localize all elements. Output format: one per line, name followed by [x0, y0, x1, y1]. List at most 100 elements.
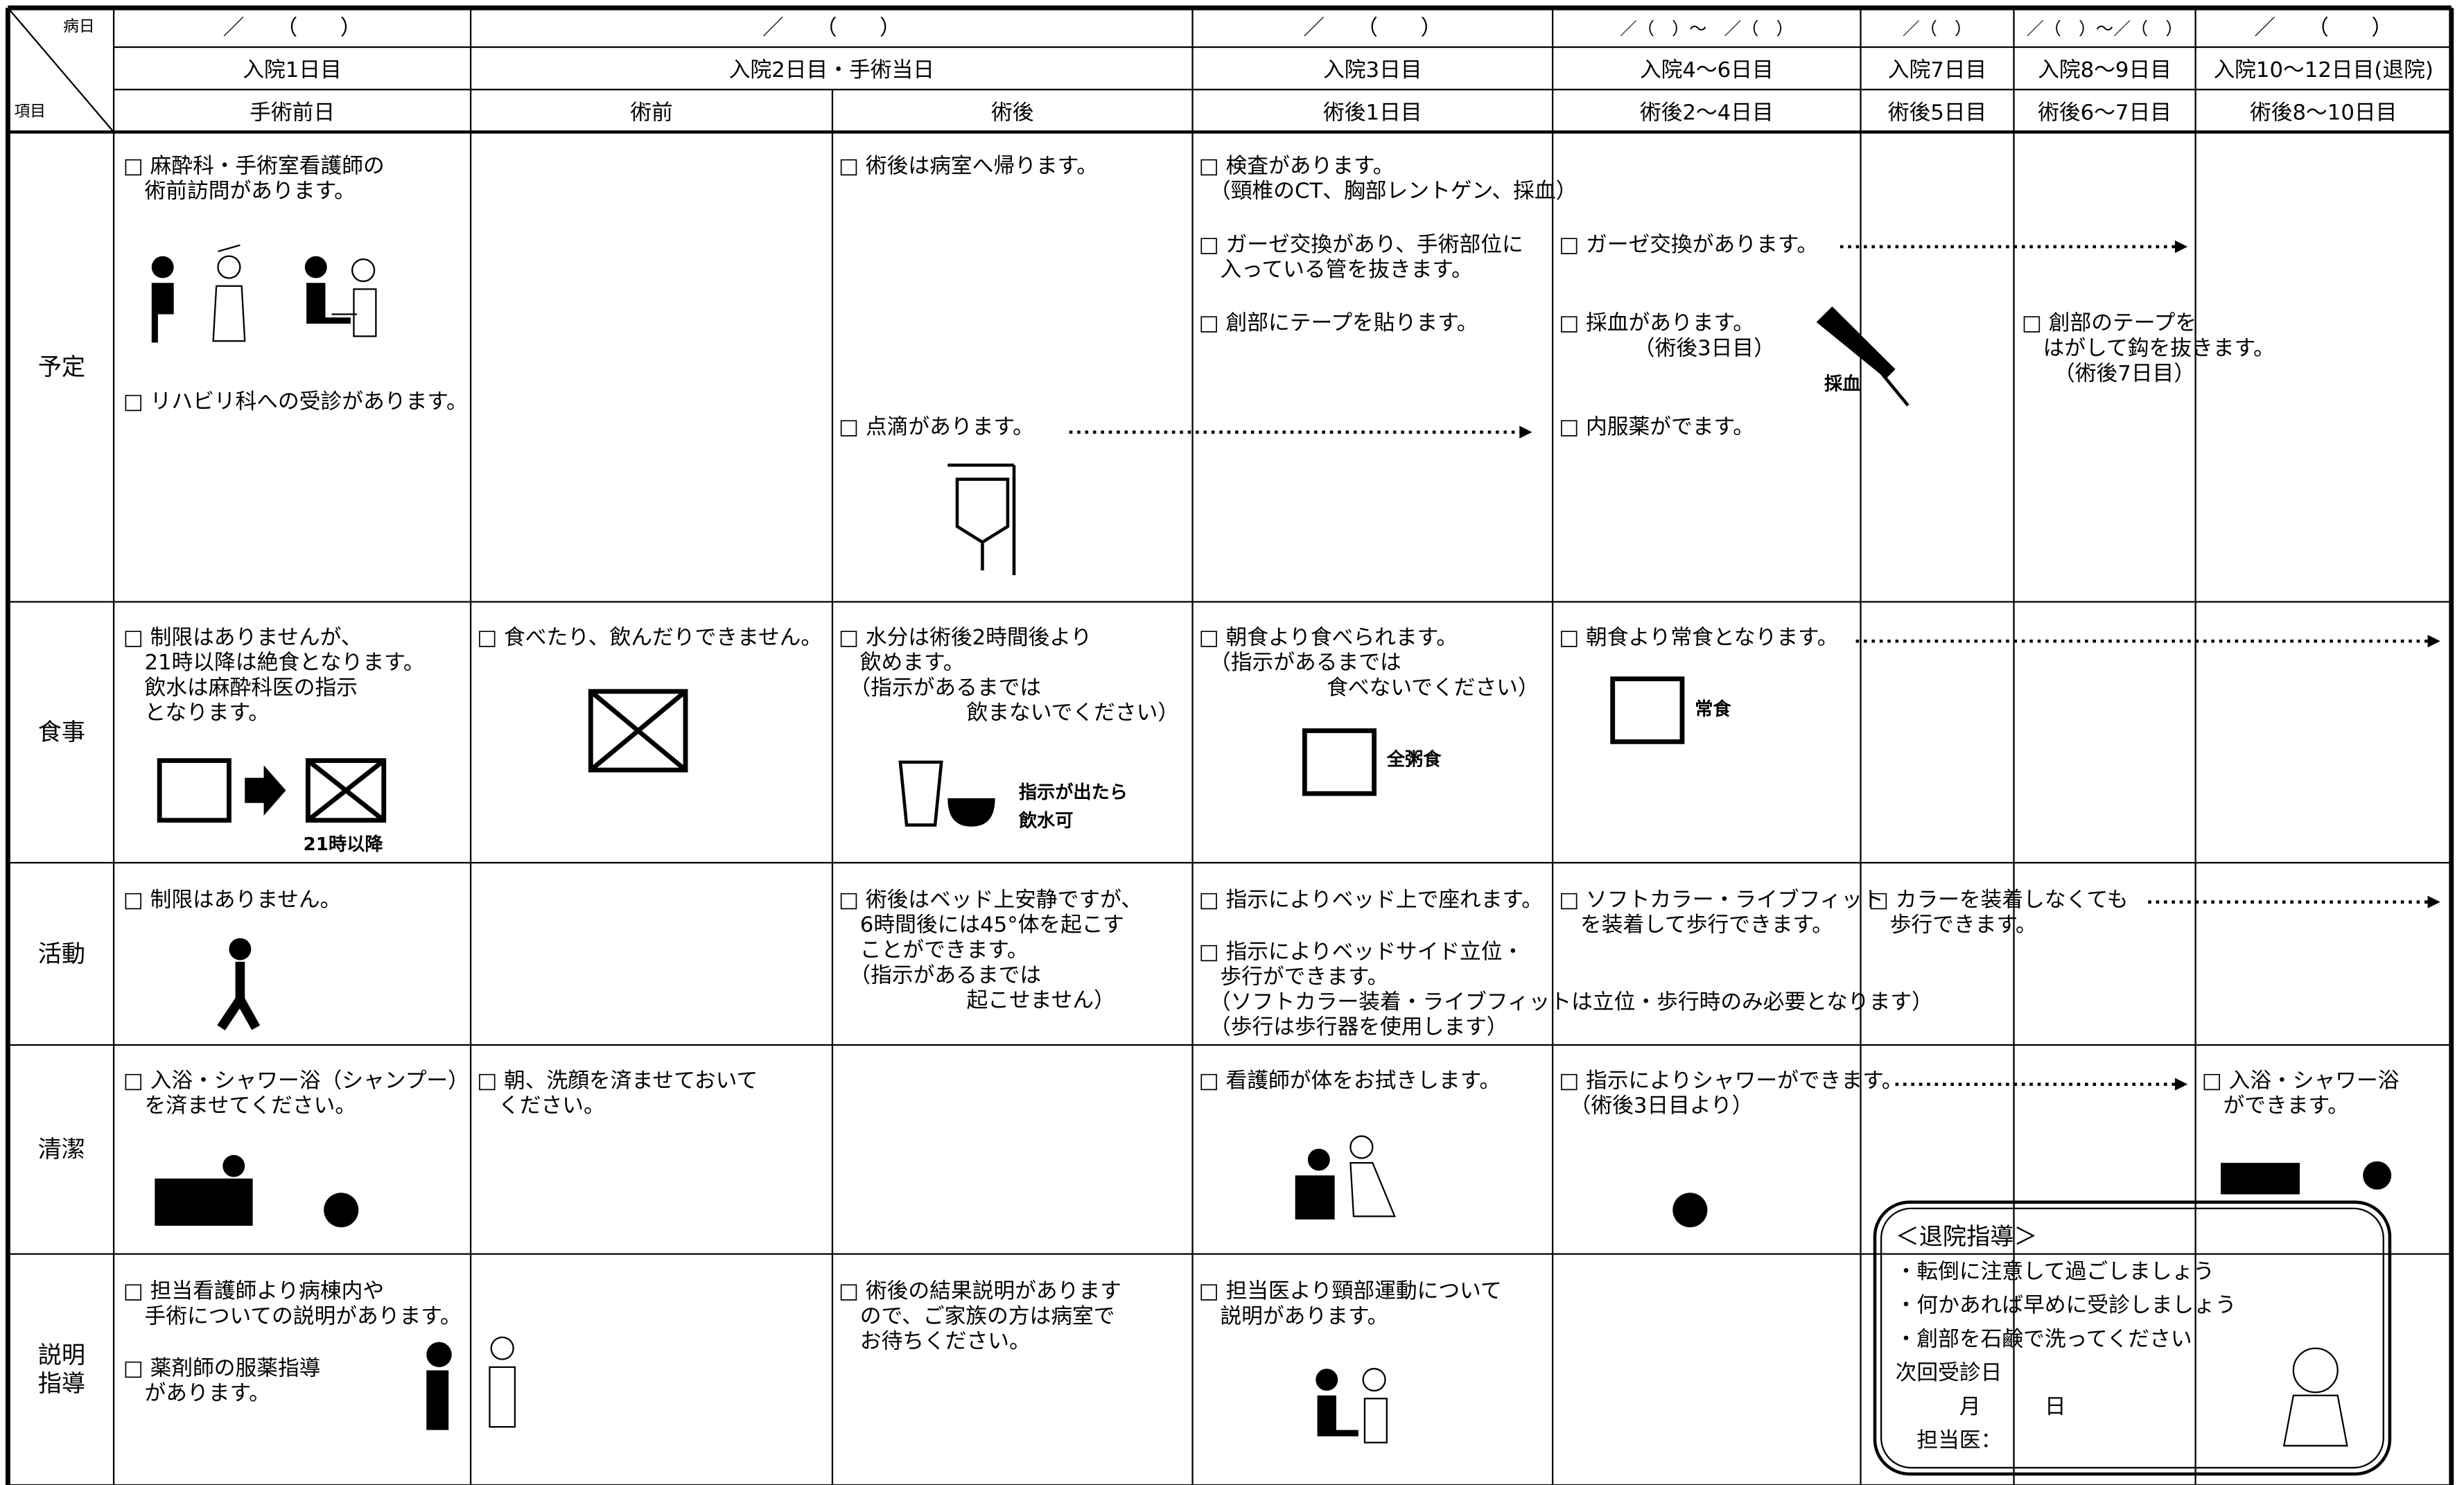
continue-arrowhead [2427, 895, 2440, 908]
item-text: 飲水は麻酔科医の指示 [123, 676, 358, 700]
icon-no-meal [589, 689, 688, 772]
icon-no-meal [305, 758, 387, 823]
admission-header: 入院8～9日目 [2038, 58, 2172, 82]
item-text: 歩行ができます。 [1199, 965, 1389, 990]
item-text: （指示があるまでは [839, 676, 1041, 700]
icon-no-meal [588, 689, 688, 773]
icon-shower [2363, 1161, 2392, 1190]
item-text: □ ガーゼ交換があります。 [1559, 233, 1818, 257]
icon-shower [1672, 1193, 1708, 1228]
item-text: □ 朝食より食べられます。 [1199, 626, 1458, 650]
icon-bath [2221, 1163, 2300, 1195]
row-label: 活動 [38, 940, 85, 968]
icon-meal [1302, 728, 1377, 796]
icon-syringe [1816, 306, 1896, 379]
item-text: □ 採血があります。 [1559, 311, 1754, 335]
discharge-text: 次回受診日 [1896, 1361, 2002, 1385]
icon-arrow [245, 765, 286, 816]
icon-nurse [1349, 1135, 1374, 1159]
icon-nurse [2292, 1347, 2339, 1394]
item-text: 21時以降は絶食となります。 [123, 651, 425, 675]
icon-walker [229, 938, 252, 960]
item-text: □ 制限はありませんが、 [123, 626, 362, 650]
row-label: 食事 [38, 719, 85, 746]
icon-patient [426, 1370, 449, 1430]
item-text: □ 制限はありません。 [123, 888, 342, 913]
item-text: ことができます。 [839, 938, 1029, 963]
icon-patient [151, 256, 174, 279]
icon-label: 採血 [1824, 374, 1860, 394]
item-text: □ 検査があります。 [1199, 155, 1395, 179]
item-text: ができます。 [2202, 1094, 2349, 1118]
item-text: 入っている管を抜きます。 [1199, 258, 1473, 282]
icon-patient [306, 283, 351, 324]
item-text: □ 看護師が体をお拭きします。 [1199, 1069, 1501, 1093]
item-text: はがして鈎を抜きます。 [2022, 337, 2275, 361]
item-text: □ 術後は病室へ帰ります。 [839, 155, 1098, 179]
item-text: を装着して歩行できます。 [1559, 913, 1833, 938]
item-text: □ 創部のテープを [2022, 311, 2196, 335]
continue-arrowhead [1519, 425, 1532, 439]
icon-syringe [1878, 369, 1910, 407]
day-header: ／ （ ） [762, 16, 901, 40]
day-header: ／ （ ） [1303, 16, 1442, 40]
corner-label: 項目 [15, 103, 46, 121]
item-text: □ 水分は術後2時間後より [839, 626, 1092, 650]
icon-nurse [1349, 1161, 1396, 1218]
admission-header: 入院7日目 [1888, 58, 1987, 82]
admission-header: 入院1日目 [243, 58, 342, 82]
icon-bath [222, 1154, 245, 1177]
item-text: □ 担当医より頸部運動について [1199, 1279, 1502, 1303]
continue-arrowhead [2174, 1078, 2188, 1091]
postop-header: 術後8～10日目 [2250, 100, 2397, 125]
item-text: 説明があります。 [1199, 1304, 1389, 1328]
icon-doctor [1362, 1368, 1386, 1392]
item-text: （指示があるまでは [1199, 651, 1401, 675]
item-text: （頸椎のCT、胸部レントゲン、採血） [1199, 179, 1578, 204]
item-text: （歩行は歩行器を使用します） [1199, 1015, 1508, 1039]
corner-label: 病日 [63, 17, 95, 35]
item-text: □ 指示によりベッド上で座れます。 [1199, 888, 1543, 913]
icon-patient [1316, 1369, 1338, 1391]
item-text: （指示があるまでは [839, 963, 1041, 987]
item-text: があります。 [123, 1382, 270, 1406]
icon-label: 指示が出たら [1019, 782, 1128, 803]
row-label: 説明 [38, 1342, 85, 1369]
item-text: □ 朝食より常食となります。 [1559, 626, 1838, 650]
icon-nurse [489, 1366, 516, 1428]
icon-label: 全粥食 [1386, 748, 1442, 770]
item-text: □ 朝、洗顔を済ませておいて [477, 1069, 758, 1093]
day-header: ／ （ ） [2254, 16, 2393, 40]
item-text: □ 術後はベッド上安静ですが、 [839, 888, 1142, 913]
discharge-text: 月 日 [1896, 1395, 2066, 1419]
icon-label: 常食 [1695, 698, 1731, 720]
postop-header: 手術前日 [250, 100, 335, 125]
icon-nurse [212, 244, 246, 342]
admission-header: 入院4～6日目 [1640, 58, 1774, 82]
item-text: □ 指示によりベッドサイド立位・ [1199, 940, 1524, 964]
postop-header: 術後6～7日目 [2038, 100, 2172, 125]
item-text: （ソフトカラー装着・ライブフィットは立位・歩行時のみ必要となります） [1199, 990, 1933, 1014]
icon-nurse [2282, 1394, 2348, 1447]
discharge-text: ＜退院指導＞ [1896, 1223, 2038, 1251]
icon-no-meal [306, 758, 385, 823]
postop-header: 術前 [630, 100, 672, 125]
item-text: □ 担当看護師より病棟内や [123, 1279, 384, 1303]
icon-patient [1307, 1148, 1330, 1171]
admission-header: 入院10～12日目(退院) [2213, 58, 2433, 82]
icon-label: 21時以降 [304, 834, 384, 855]
admission-header: 入院3日目 [1323, 58, 1422, 82]
discharge-text: ・転倒に注意して過ごしましょう [1896, 1260, 2214, 1284]
item-text: □ 指示によりシャワーができます。 [1559, 1069, 1903, 1093]
icon-staff [351, 258, 376, 283]
icon-water [898, 760, 943, 827]
item-text: □ リハビリ科への受診があります。 [123, 390, 468, 414]
item-text: （術後7日目） [2022, 362, 2195, 386]
postop-header: 術後5日目 [1888, 100, 1987, 125]
row-label: 清潔 [38, 1136, 85, 1163]
item-text: □ 薬剤師の服薬指導 [123, 1356, 321, 1380]
item-text: 歩行できます。 [1869, 913, 2037, 938]
icon-patient [304, 256, 327, 279]
